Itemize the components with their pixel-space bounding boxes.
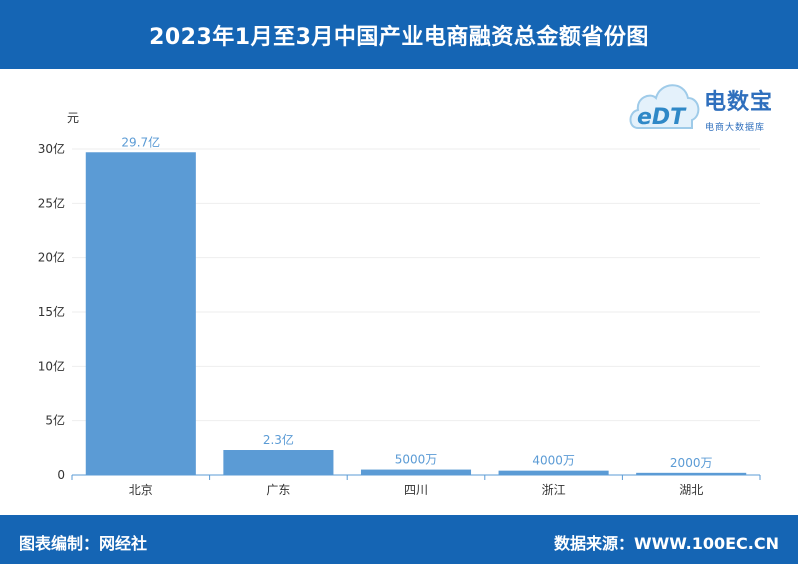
y-tick-label: 15亿 bbox=[38, 304, 65, 319]
logo-subtitle: 电商大数据库 bbox=[705, 123, 766, 133]
data-source: 数据来源：WWW.100EC.CN bbox=[553, 534, 779, 553]
logo-mark-text: eDT bbox=[637, 105, 687, 130]
x-tick-label: 湖北 bbox=[679, 482, 703, 497]
bar bbox=[360, 469, 472, 475]
bar bbox=[223, 450, 334, 475]
label-layer: 29.7亿 2.3亿 5000万 4000万 2000万 bbox=[121, 134, 712, 470]
x-tick-label: 北京 bbox=[129, 483, 153, 497]
logo: eDT 电数宝 电商大数据库 bbox=[628, 72, 793, 140]
header-bar: 2023年1月至3月中国产业电商融资总金额省份图 bbox=[0, 0, 798, 69]
x-tick-label: 广东 bbox=[266, 483, 290, 497]
data-label: 2.3亿 bbox=[263, 432, 294, 447]
x-tick-label: 浙江 bbox=[542, 483, 566, 497]
bar-layer bbox=[85, 152, 747, 475]
chart-compiler: 图表编制：网经社 bbox=[19, 534, 148, 553]
y-tick-label: 30亿 bbox=[38, 141, 65, 156]
footer-bar: 图表编制：网经社 数据来源：WWW.100EC.CN bbox=[0, 515, 798, 564]
data-label: 2000万 bbox=[670, 456, 713, 470]
y-unit-label: 元 bbox=[67, 111, 79, 125]
y-tick-label: 5亿 bbox=[45, 413, 65, 428]
logo-brand: 电数宝 bbox=[704, 90, 774, 115]
data-label: 29.7亿 bbox=[121, 134, 160, 149]
y-tick-label: 10亿 bbox=[38, 358, 65, 373]
page-title: 2023年1月至3月中国产业电商融资总金额省份图 bbox=[149, 24, 649, 50]
y-tick-label: 20亿 bbox=[38, 250, 65, 265]
bar bbox=[85, 152, 196, 475]
cloud-logo-icon: eDT bbox=[629, 84, 700, 130]
bar bbox=[498, 470, 609, 475]
data-label: 5000万 bbox=[395, 453, 438, 467]
bar bbox=[636, 472, 747, 475]
bar-chart: 29.7亿 2.3亿 5000万 4000万 2000万 0 5亿 10亿 15亿 20亿 25亿… bbox=[38, 111, 761, 497]
x-tick-label: 四川 bbox=[404, 483, 428, 497]
data-label: 4000万 bbox=[532, 454, 575, 468]
y-tick-label: 0 bbox=[57, 468, 65, 482]
y-tick-label: 25亿 bbox=[38, 195, 65, 210]
